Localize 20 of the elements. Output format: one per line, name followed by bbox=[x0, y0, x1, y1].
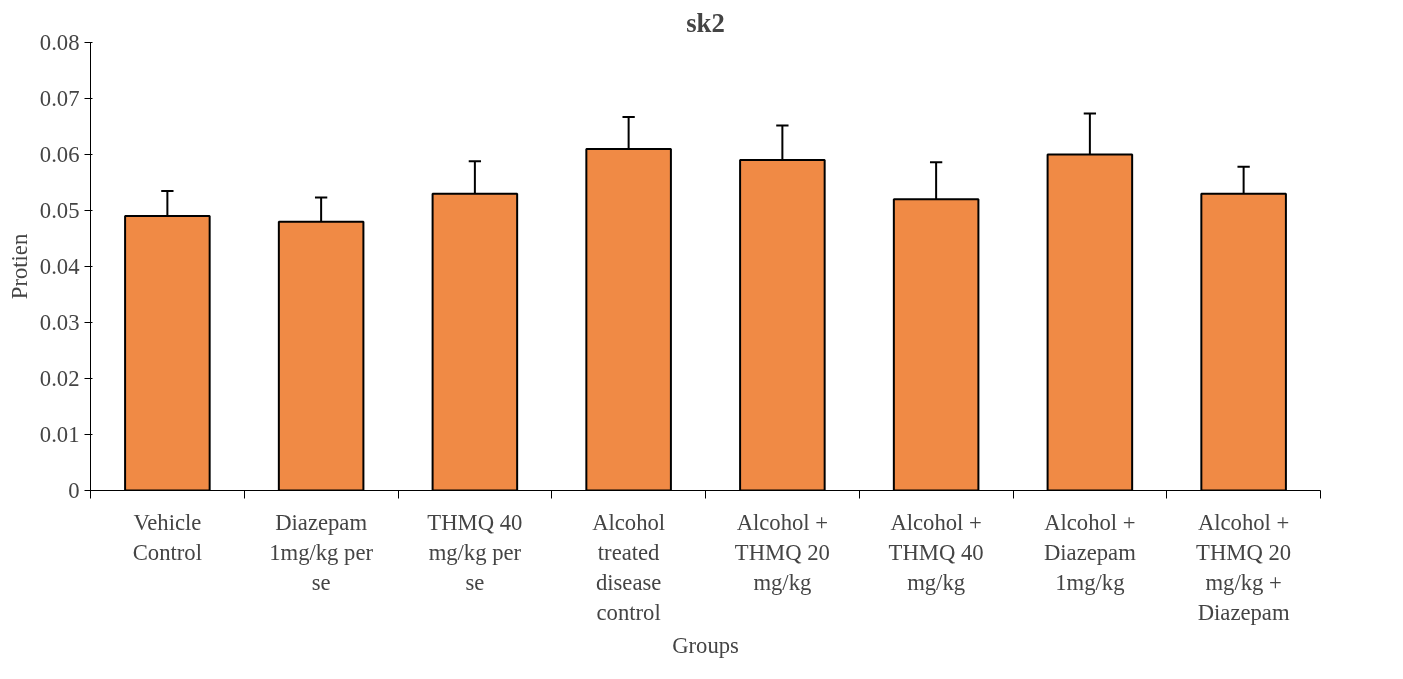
x-tick-label: Alcohol + THMQ 20 mg/kg bbox=[734, 509, 830, 595]
y-tick-label: 0.01 bbox=[39, 422, 80, 447]
chart-title: sk2 bbox=[686, 7, 725, 38]
y-tick-label: 0.05 bbox=[39, 198, 80, 223]
x-tick-label: Alcohol + THMQ 40 mg/kg bbox=[888, 509, 984, 595]
x-tick-label: Alcohol + Diazepam 1mg/kg bbox=[1043, 509, 1137, 595]
y-tick-label: 0.03 bbox=[39, 310, 80, 335]
x-tick-label: Alcohol treated disease control bbox=[592, 509, 666, 625]
y-tick-label: 0.08 bbox=[39, 30, 80, 55]
y-tick-label: 0.02 bbox=[39, 366, 80, 391]
x-tick-label: Vehicle Control bbox=[132, 509, 202, 565]
y-tick-label: 0.07 bbox=[39, 86, 80, 111]
y-tick-label: 0.04 bbox=[39, 254, 80, 279]
y-tick-label: 0.06 bbox=[39, 142, 80, 167]
x-tick-label: Alcohol + THMQ 20 mg/kg + Diazepam bbox=[1196, 509, 1292, 625]
y-axis-title: Protien bbox=[6, 233, 32, 300]
y-tick-label: 0 bbox=[68, 478, 80, 503]
x-tick-label: Diazepam 1mg/kg per se bbox=[269, 509, 374, 595]
x-axis-title: Groups bbox=[672, 632, 739, 658]
x-tick-label: THMQ 40 mg/kg per se bbox=[427, 509, 523, 595]
